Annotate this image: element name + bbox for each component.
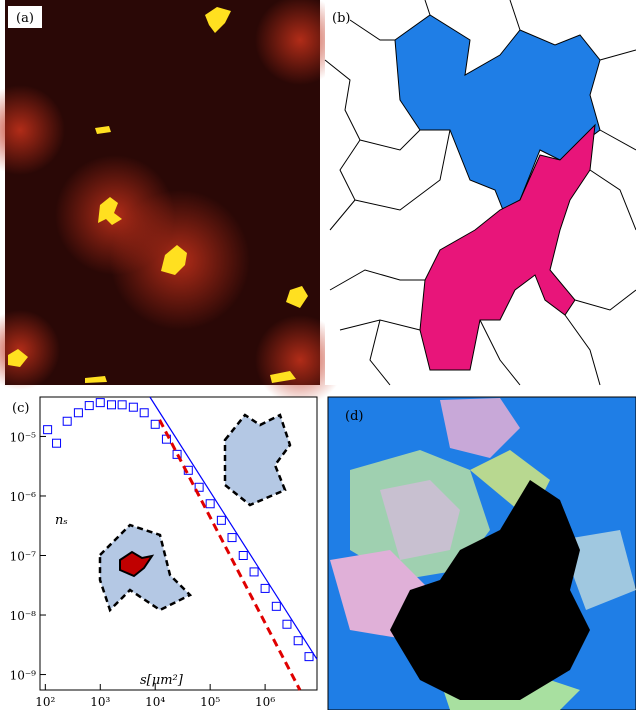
marker	[249, 567, 259, 577]
marker	[139, 408, 149, 418]
marker	[52, 438, 62, 448]
y-tick-label: 10⁻⁷	[10, 549, 37, 563]
x-tick-label: 10²	[35, 695, 55, 709]
marker	[84, 401, 94, 411]
y-tick-label: 10⁻⁹	[10, 669, 37, 683]
marker	[106, 400, 116, 410]
panel-label: (c)	[12, 401, 29, 416]
panel-label: (a)	[16, 11, 34, 26]
marker	[216, 515, 226, 525]
marker	[293, 636, 303, 646]
panel-c: (c)	[12, 396, 318, 691]
dashed-fit	[158, 419, 302, 691]
marker	[62, 416, 72, 426]
panel-d: (d)	[327, 396, 636, 710]
marker	[95, 398, 105, 408]
panel-label: (b)	[332, 11, 350, 26]
marker	[304, 652, 314, 662]
y-tick-label: 10⁻⁵	[10, 430, 37, 444]
fit-line	[149, 396, 318, 660]
marker	[205, 499, 215, 509]
marker	[271, 601, 281, 611]
x-tick-label: 10⁴	[145, 695, 165, 709]
panel-b: (b)	[324, 0, 636, 386]
panel-a: (a)	[0, 0, 345, 405]
marker	[43, 425, 53, 435]
y-tick-label: 10⁻⁸	[10, 609, 37, 623]
y-axis-label: nₛ	[55, 513, 68, 528]
marker	[117, 400, 127, 410]
marker	[260, 583, 270, 593]
panel-label: (d)	[345, 409, 363, 424]
marker	[194, 482, 204, 492]
marker	[172, 449, 182, 459]
x-tick-label: 10³	[90, 695, 110, 709]
x-tick-label: 10⁶	[255, 695, 275, 709]
marker	[73, 408, 83, 418]
x-axis-label: s[μm²]	[140, 673, 184, 688]
marker	[282, 619, 292, 629]
marker	[128, 402, 138, 412]
x-tick-label: 10⁵	[200, 695, 220, 709]
marker	[227, 533, 237, 543]
marker	[150, 419, 160, 429]
marker	[238, 550, 248, 560]
y-tick-label: 10⁻⁶	[10, 490, 37, 504]
